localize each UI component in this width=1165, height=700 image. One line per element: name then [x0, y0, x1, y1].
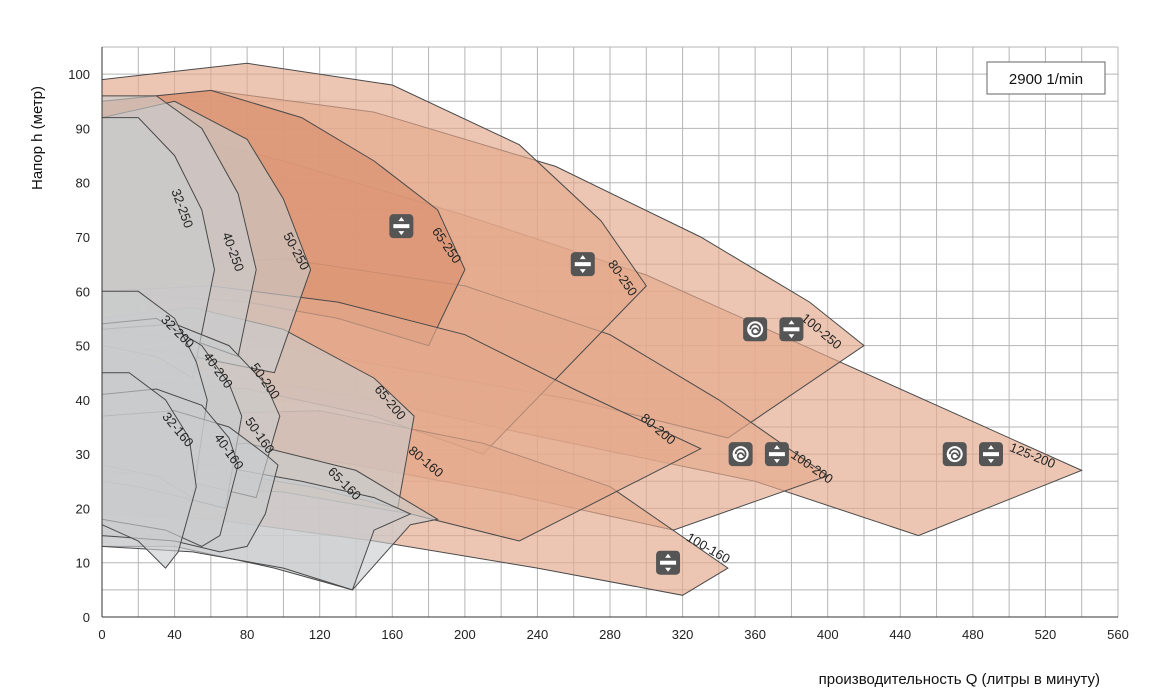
y-tick-label: 50: [76, 339, 90, 354]
y-tick-label: 30: [76, 447, 90, 462]
y-axis-title: Напор h (метр): [29, 86, 46, 190]
x-tick-label: 40: [167, 627, 181, 642]
x-tick-label: 0: [98, 627, 105, 642]
x-tick-label: 360: [744, 627, 766, 642]
x-tick-label: 280: [599, 627, 621, 642]
x-tick-label: 320: [672, 627, 694, 642]
y-tick-label: 0: [83, 610, 90, 625]
x-tick-label: 80: [240, 627, 254, 642]
inline-pump-icon: [979, 442, 1003, 467]
x-tick-label: 120: [309, 627, 331, 642]
x-tick-label: 160: [381, 627, 403, 642]
regions-layer: [101, 62, 1083, 596]
speed-legend-box: 2900 1/min: [986, 61, 1106, 95]
x-tick-label: 440: [889, 627, 911, 642]
inline-pump-icon: [779, 317, 804, 342]
x-tick-label: 560: [1107, 627, 1129, 642]
volute-pump-icon: [942, 442, 967, 467]
x-tick-label: 480: [962, 627, 984, 642]
inline-pump-icon: [764, 442, 789, 467]
x-tick-label: 240: [527, 627, 549, 642]
inline-pump-icon: [656, 550, 681, 575]
volute-pump-icon: [743, 317, 768, 342]
y-tick-label: 40: [76, 393, 90, 408]
x-tick-label: 200: [454, 627, 476, 642]
y-tick-label: 60: [76, 284, 90, 299]
x-axis-title: производительность Q (литры в минуту): [819, 671, 1100, 688]
y-tick-label: 20: [76, 501, 90, 516]
y-tick-label: 100: [68, 67, 90, 82]
y-tick-label: 80: [76, 176, 90, 191]
inline-pump-icon: [389, 214, 414, 239]
volute-pump-icon: [728, 442, 753, 467]
y-tick-label: 10: [76, 556, 90, 571]
speed-label: 2900 1/min: [1009, 71, 1083, 88]
x-tick-label: 520: [1035, 627, 1057, 642]
axes-layer: 0 40 80 120 160 200 240 280 320 360 400 440 480 520 56…: [68, 47, 1129, 642]
x-tick-label: 400: [817, 627, 839, 642]
y-tick-label: 70: [76, 230, 90, 245]
icons-layer: [389, 214, 1003, 575]
inline-pump-icon: [570, 252, 595, 277]
y-tick-label: 90: [76, 121, 90, 136]
region-32-160: [101, 372, 197, 569]
